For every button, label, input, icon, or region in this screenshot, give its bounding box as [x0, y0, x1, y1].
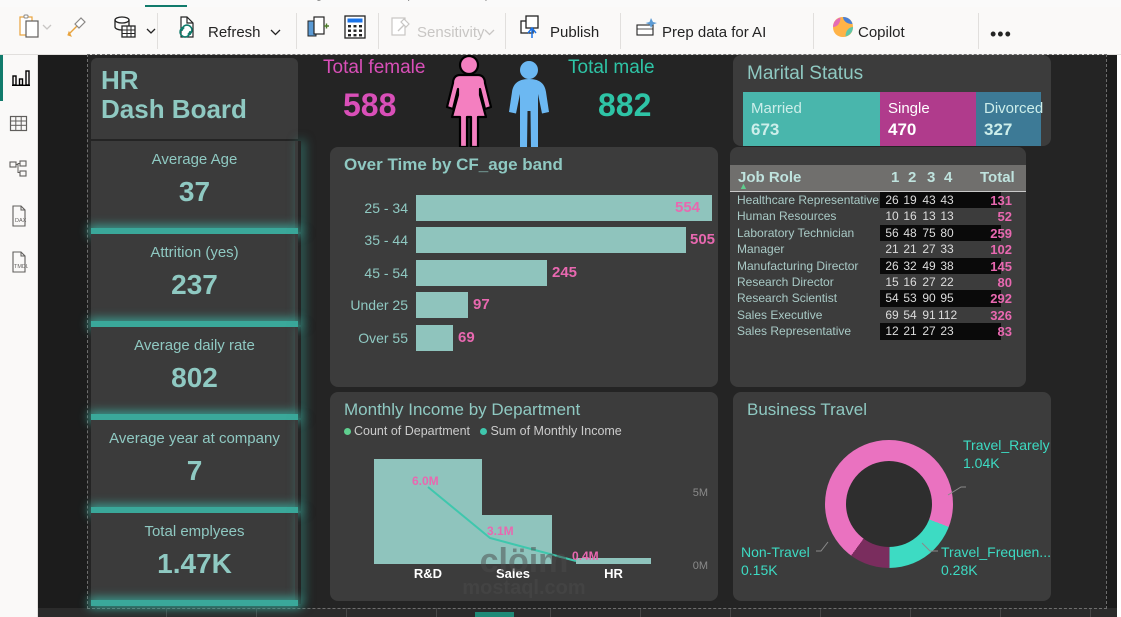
svg-text:TMDL: TMDL [14, 264, 28, 270]
svg-text:DAX: DAX [15, 218, 27, 224]
